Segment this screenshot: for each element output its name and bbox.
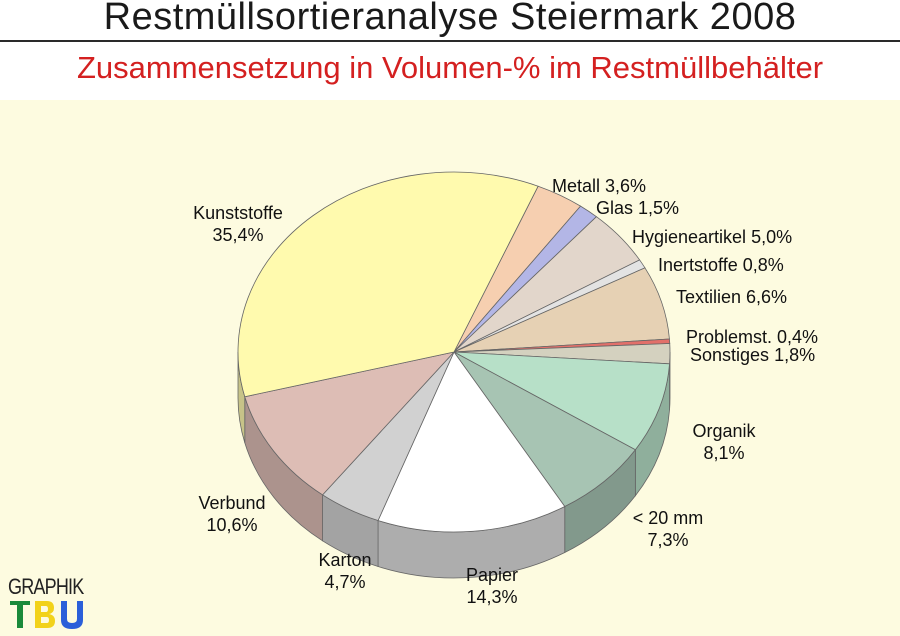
slice-label-value: 1,8% <box>769 345 815 365</box>
pie-slice--20-mm <box>453 351 636 508</box>
slice-label-value: 8,1% <box>703 443 744 463</box>
slice-label-name: Glas <box>596 198 633 218</box>
logo-tbu-mark <box>10 601 83 629</box>
slice-label-name: < 20 mm <box>633 508 704 528</box>
slice-label-value: 35,4% <box>212 225 263 245</box>
slice-label-name: Problemst. <box>686 327 772 347</box>
slice-label-glas: Glas 1,5% <box>596 198 679 218</box>
slice-label-organik: Organik 8,1% <box>692 421 756 463</box>
slice-label-problemst-: Problemst. 0,4% <box>686 327 818 347</box>
slice-label-name: Kunststoffe <box>193 203 283 223</box>
slice-label-name: Organik <box>692 421 756 441</box>
title-divider <box>0 40 900 42</box>
slice-label-sonstiges: Sonstiges 1,8% <box>690 345 815 365</box>
pie-slice-papier <box>377 351 566 533</box>
logo-wordmark: GRAPHIK <box>8 574 84 599</box>
slice-label-value: 1,5% <box>633 198 679 218</box>
slice-label-value: 3,6% <box>600 176 646 196</box>
slice-label-name: Textilien <box>676 287 741 307</box>
slice-label-value: 5,0% <box>746 227 792 247</box>
slice-label-kunststoffe: Kunststoffe 35,4% <box>193 203 283 245</box>
slice-label-name: Metall <box>552 176 600 196</box>
slice-label-value: 4,7% <box>324 572 365 592</box>
slice-label-textilien: Textilien 6,6% <box>676 287 787 307</box>
plot-area: Metall 3,6% Glas 1,5% Hygieneartikel 5,0% I… <box>0 100 900 636</box>
slice-label-papier: Papier 14,3% <box>466 565 518 607</box>
slice-label-value: 7,3% <box>647 530 688 550</box>
slice-label-value: 10,6% <box>206 515 257 535</box>
slice-label-name: Inertstoffe <box>658 255 738 275</box>
slice-label-name: Verbund <box>198 493 265 513</box>
chart-subtitle: Zusammensetzung in Volumen-% im Restmüll… <box>76 50 824 85</box>
slice-label-metall: Metall 3,6% <box>552 176 646 196</box>
slice-label-name: Sonstiges <box>690 345 769 365</box>
chart-header: Restmüllsortieranalyse Steiermark 2008 Z… <box>0 0 900 100</box>
slice-label-value: 0,8% <box>738 255 784 275</box>
slice-label-name: Karton <box>318 550 371 570</box>
slice-label-name: Papier <box>466 565 518 585</box>
slice-label-name: Hygieneartikel <box>632 227 746 247</box>
slice-label-value: 6,6% <box>741 287 787 307</box>
pie-chart: Metall 3,6%Glas 1,5% Hygieneartikel 5,0% I… <box>193 171 818 607</box>
slice-label-verbund: Verbund 10,6% <box>198 493 265 535</box>
pie-slice-organik <box>453 351 670 451</box>
slice-label-inertstoffe: Inertstoffe 0,8% <box>658 255 784 275</box>
slice-label--20-mm: < 20 mm 7,3% <box>633 508 704 550</box>
pie-slice-verbund <box>244 351 456 496</box>
chart-title: Restmüllsortieranalyse Steiermark 2008 <box>103 0 797 38</box>
slice-label-value: 0,4% <box>772 327 818 347</box>
pie-slice-kunststoffe <box>237 171 539 398</box>
graphik-tbu-logo: GRAPHIK <box>8 574 98 632</box>
slice-label-karton: Karton 4,7% <box>318 550 371 592</box>
slice-label-value: 14,3% <box>466 587 517 607</box>
slice-label-hygieneartikel: Hygieneartikel 5,0% <box>632 227 792 247</box>
